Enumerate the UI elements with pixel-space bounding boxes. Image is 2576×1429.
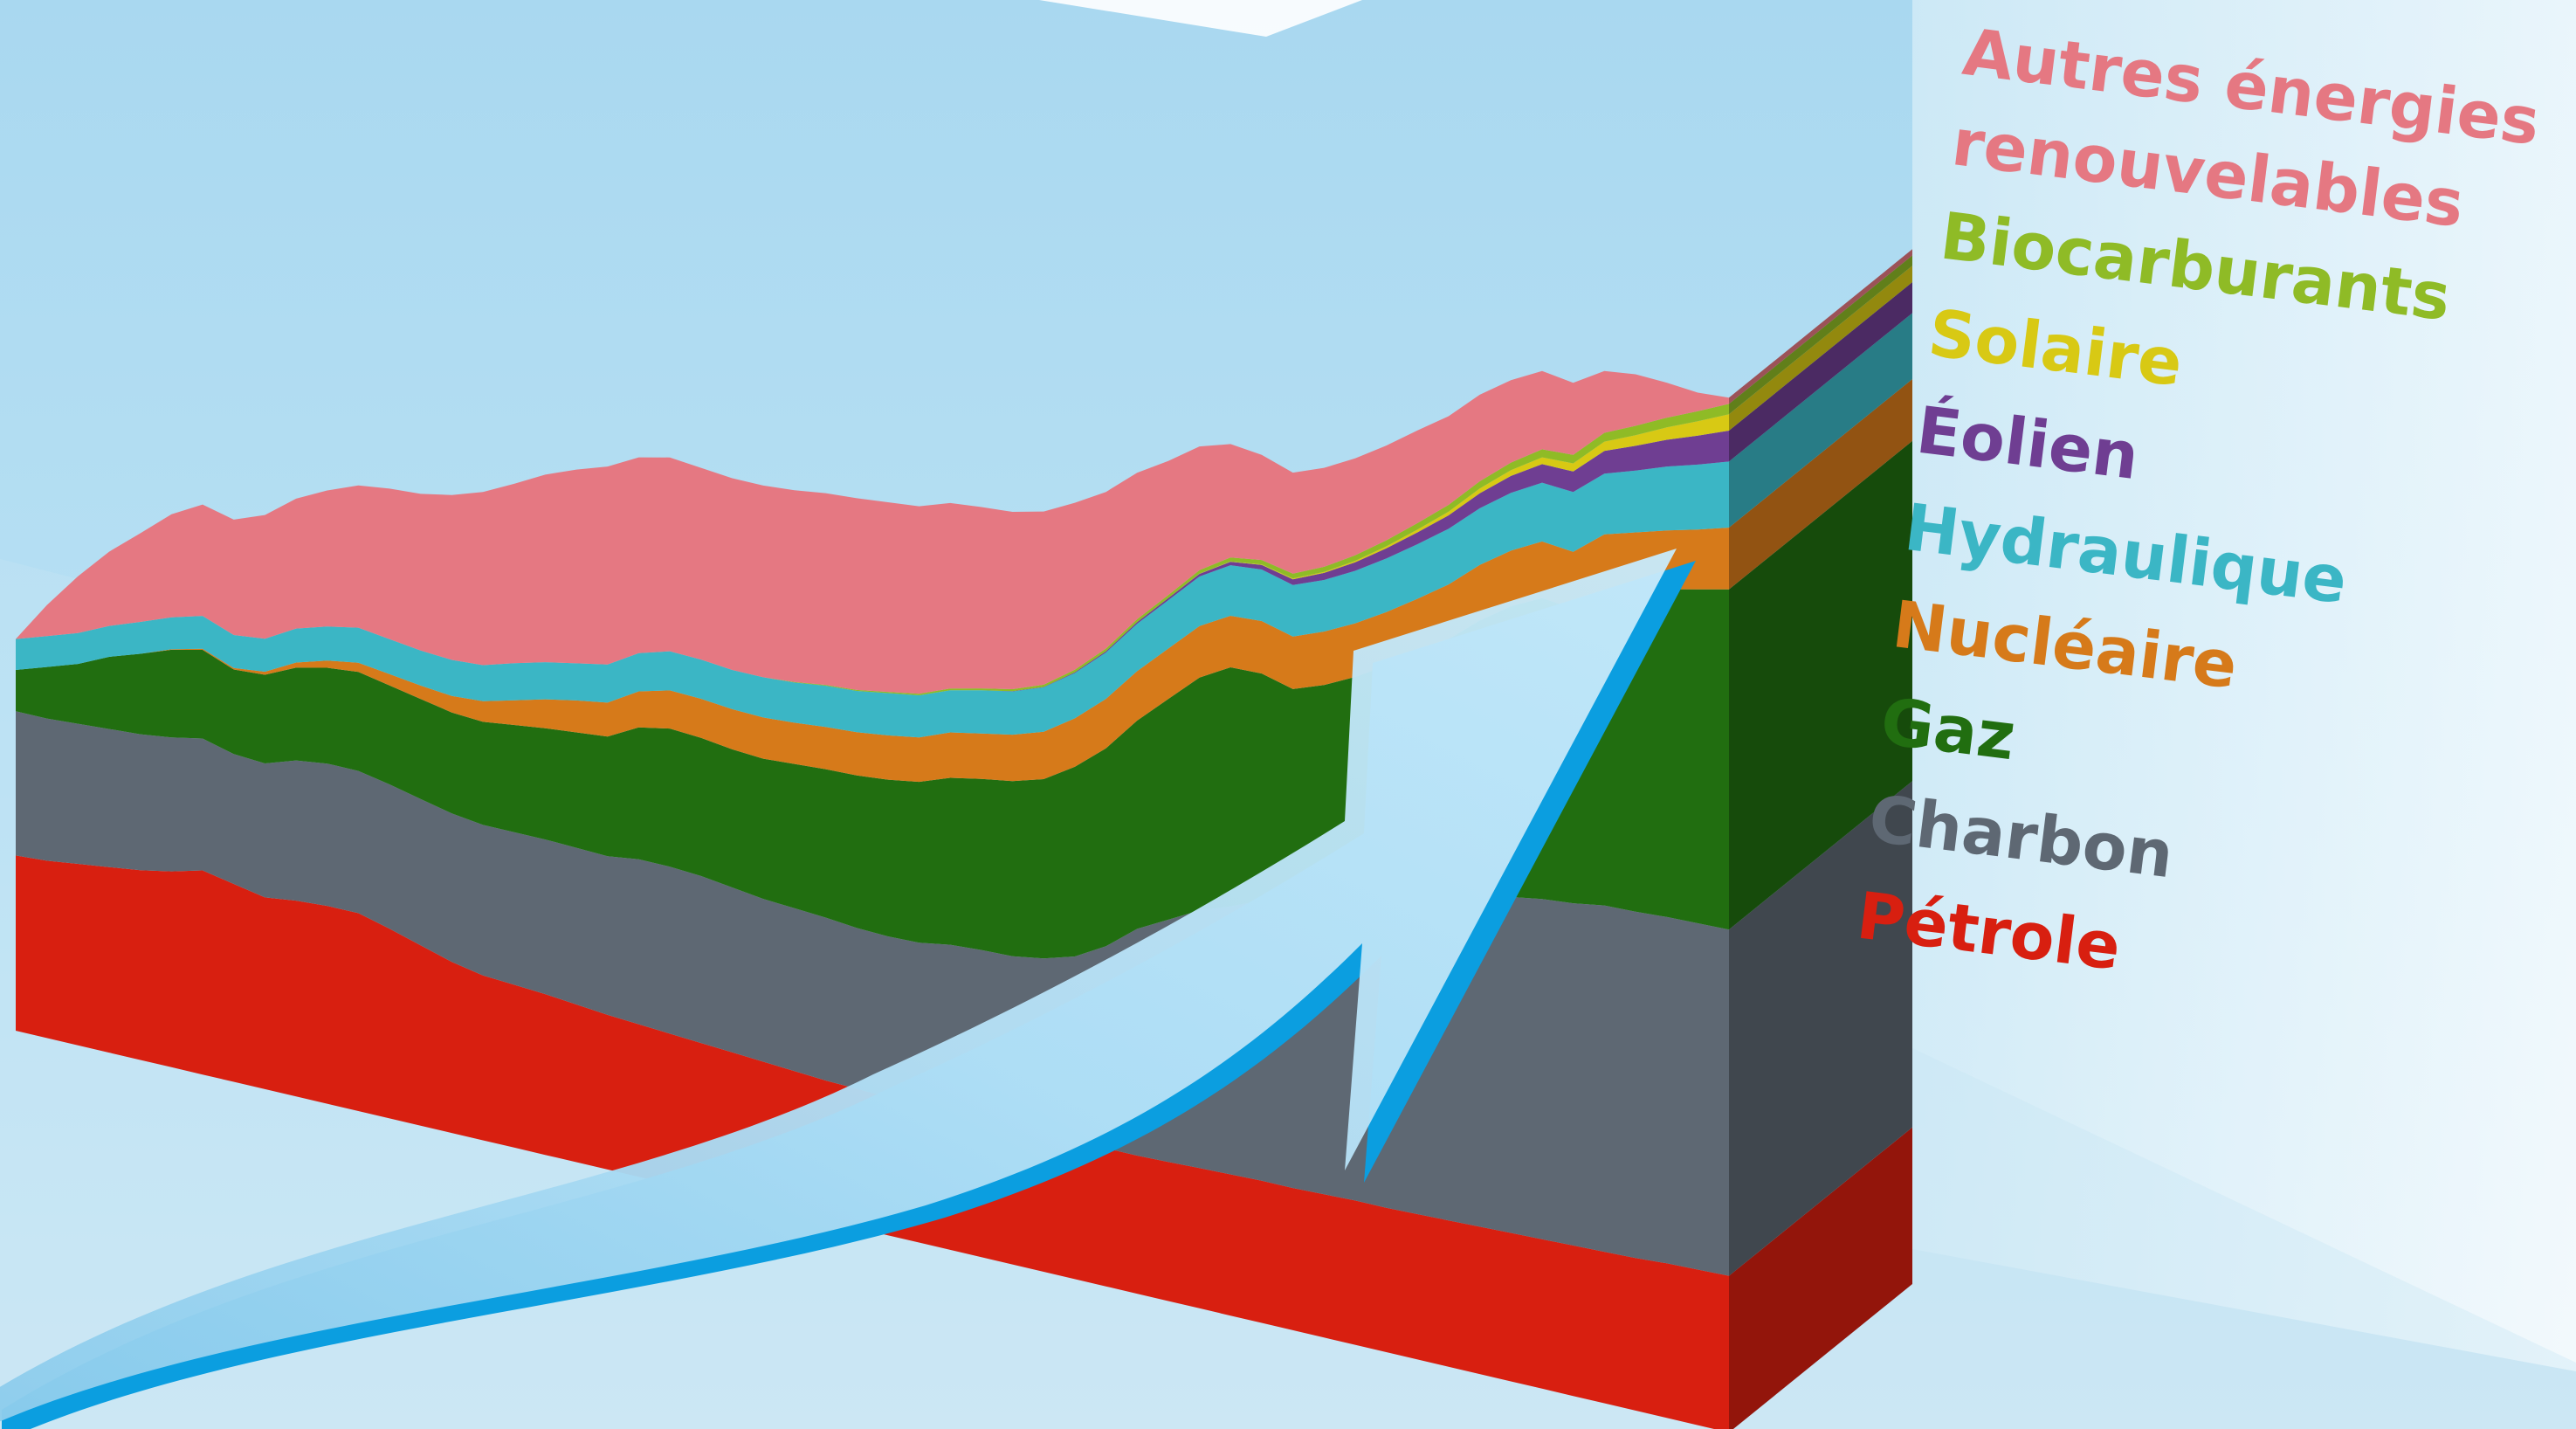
side-autres-energies-renouvelables (1729, 249, 1912, 404)
area-autres-energies-renouvelables (16, 370, 1729, 694)
area-charbon (16, 711, 1729, 1276)
side-charbon (1729, 781, 1912, 1276)
area-hydraulique (16, 461, 1729, 738)
side-biocarburants (1729, 255, 1912, 415)
side-eolien (1729, 282, 1912, 462)
side-gaz (1729, 440, 1912, 930)
side-hydraulique (1729, 313, 1912, 528)
side-petrole (1729, 1127, 1912, 1429)
trend-arrow (0, 549, 1696, 1429)
chart-side-face (1729, 249, 1912, 1429)
side-solaire (1729, 266, 1912, 431)
side-nucleaire (1729, 379, 1912, 590)
trend-arrow-body (0, 549, 1677, 1422)
chart-legend: Autres énergies renouvelables Biocarburan… (1851, 7, 2566, 1038)
